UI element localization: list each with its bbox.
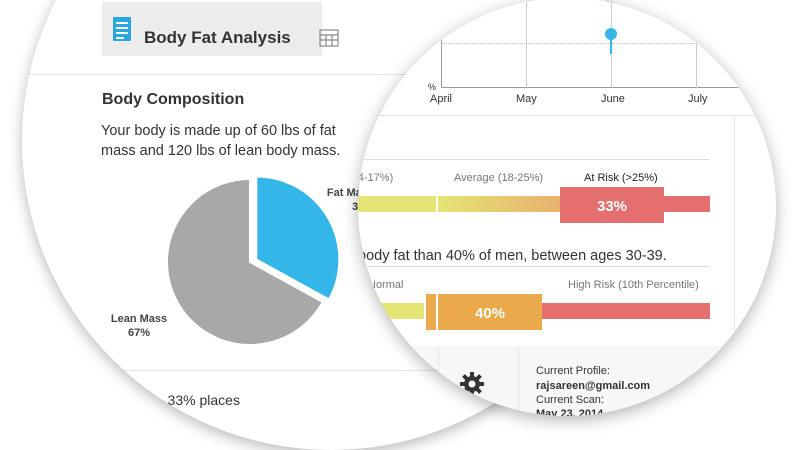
scale-label-fit: (14-17%) [358, 172, 394, 184]
divider [358, 115, 776, 116]
divider [22, 74, 640, 75]
gear-icon [460, 372, 484, 396]
scale-segment-fit [358, 196, 436, 212]
legend-lean-label: Lean Mass [110, 313, 168, 325]
pie-slice-fat-mass [255, 175, 341, 301]
settings-label: NGS [488, 407, 512, 416]
x-tick-june: June [601, 93, 625, 105]
legend-lean-value: 67% [127, 327, 151, 339]
chart-data-point[interactable] [605, 28, 617, 40]
composition-pie-chart [166, 175, 341, 346]
scan-date: May 23, 2014 [536, 408, 604, 416]
scan-label: Current Scan: [536, 394, 604, 406]
table-grid-icon[interactable] [319, 29, 339, 47]
scale-label-at-risk: At Risk (>25%) [584, 172, 658, 184]
chart-gridline [696, 0, 697, 88]
footer-bar [358, 346, 776, 416]
pie-slice-lean-mass [166, 177, 325, 346]
divider [22, 370, 640, 371]
x-tick-april: April [430, 93, 453, 105]
analysis-detail-panel: % April May June July (14-17%) Average (… [358, 0, 776, 416]
scale2-label-normal: Normal [368, 279, 404, 291]
chart-gridline [526, 0, 527, 88]
settings-button[interactable]: NGS [438, 346, 518, 416]
footer-divider [438, 346, 439, 416]
tab-body-fat-analysis[interactable] [102, 2, 322, 56]
tab-label: Body Fat Analysis [144, 28, 291, 47]
divider [358, 159, 710, 160]
scale2-indicator [438, 294, 542, 330]
composition-description: Your body is made up of 60 lbs of fat ma… [101, 123, 341, 159]
scale-indicator [560, 187, 664, 223]
divider [358, 266, 710, 267]
scale-label-average: Average (18-25%) [454, 172, 544, 184]
chart-gridline [441, 43, 776, 44]
chart-error-bar [610, 38, 612, 54]
percentile-text: ... 33% places [152, 392, 240, 408]
chart-y-axis [441, 0, 442, 88]
scale2-segment-marker [426, 294, 436, 330]
document-list-icon [113, 17, 131, 41]
chart-x-axis [441, 87, 776, 88]
footer-divider [518, 346, 519, 416]
x-tick-may: May [516, 93, 537, 105]
profile-email: rajsareen@gmail.com [536, 380, 651, 392]
scale2-segment-normal [358, 303, 424, 319]
comparison-sentence: body fat than 40% of men, between ages 3… [358, 248, 667, 264]
scale2-value: 40% [474, 305, 506, 322]
scale-value: 33% [596, 198, 628, 215]
scale-segment-average [438, 196, 562, 212]
scale2-label-high-risk: High Risk (10th Percentile) [568, 279, 699, 291]
y-axis-label: % [428, 82, 437, 92]
section-title: Body Composition [102, 91, 245, 108]
scale2-segment-high-risk [542, 303, 710, 319]
x-tick-july: July [688, 93, 708, 105]
legend-lean-mass: Lean Mass 67% [104, 312, 174, 340]
panel-border [734, 115, 735, 416]
profile-label: Current Profile: [536, 365, 610, 377]
